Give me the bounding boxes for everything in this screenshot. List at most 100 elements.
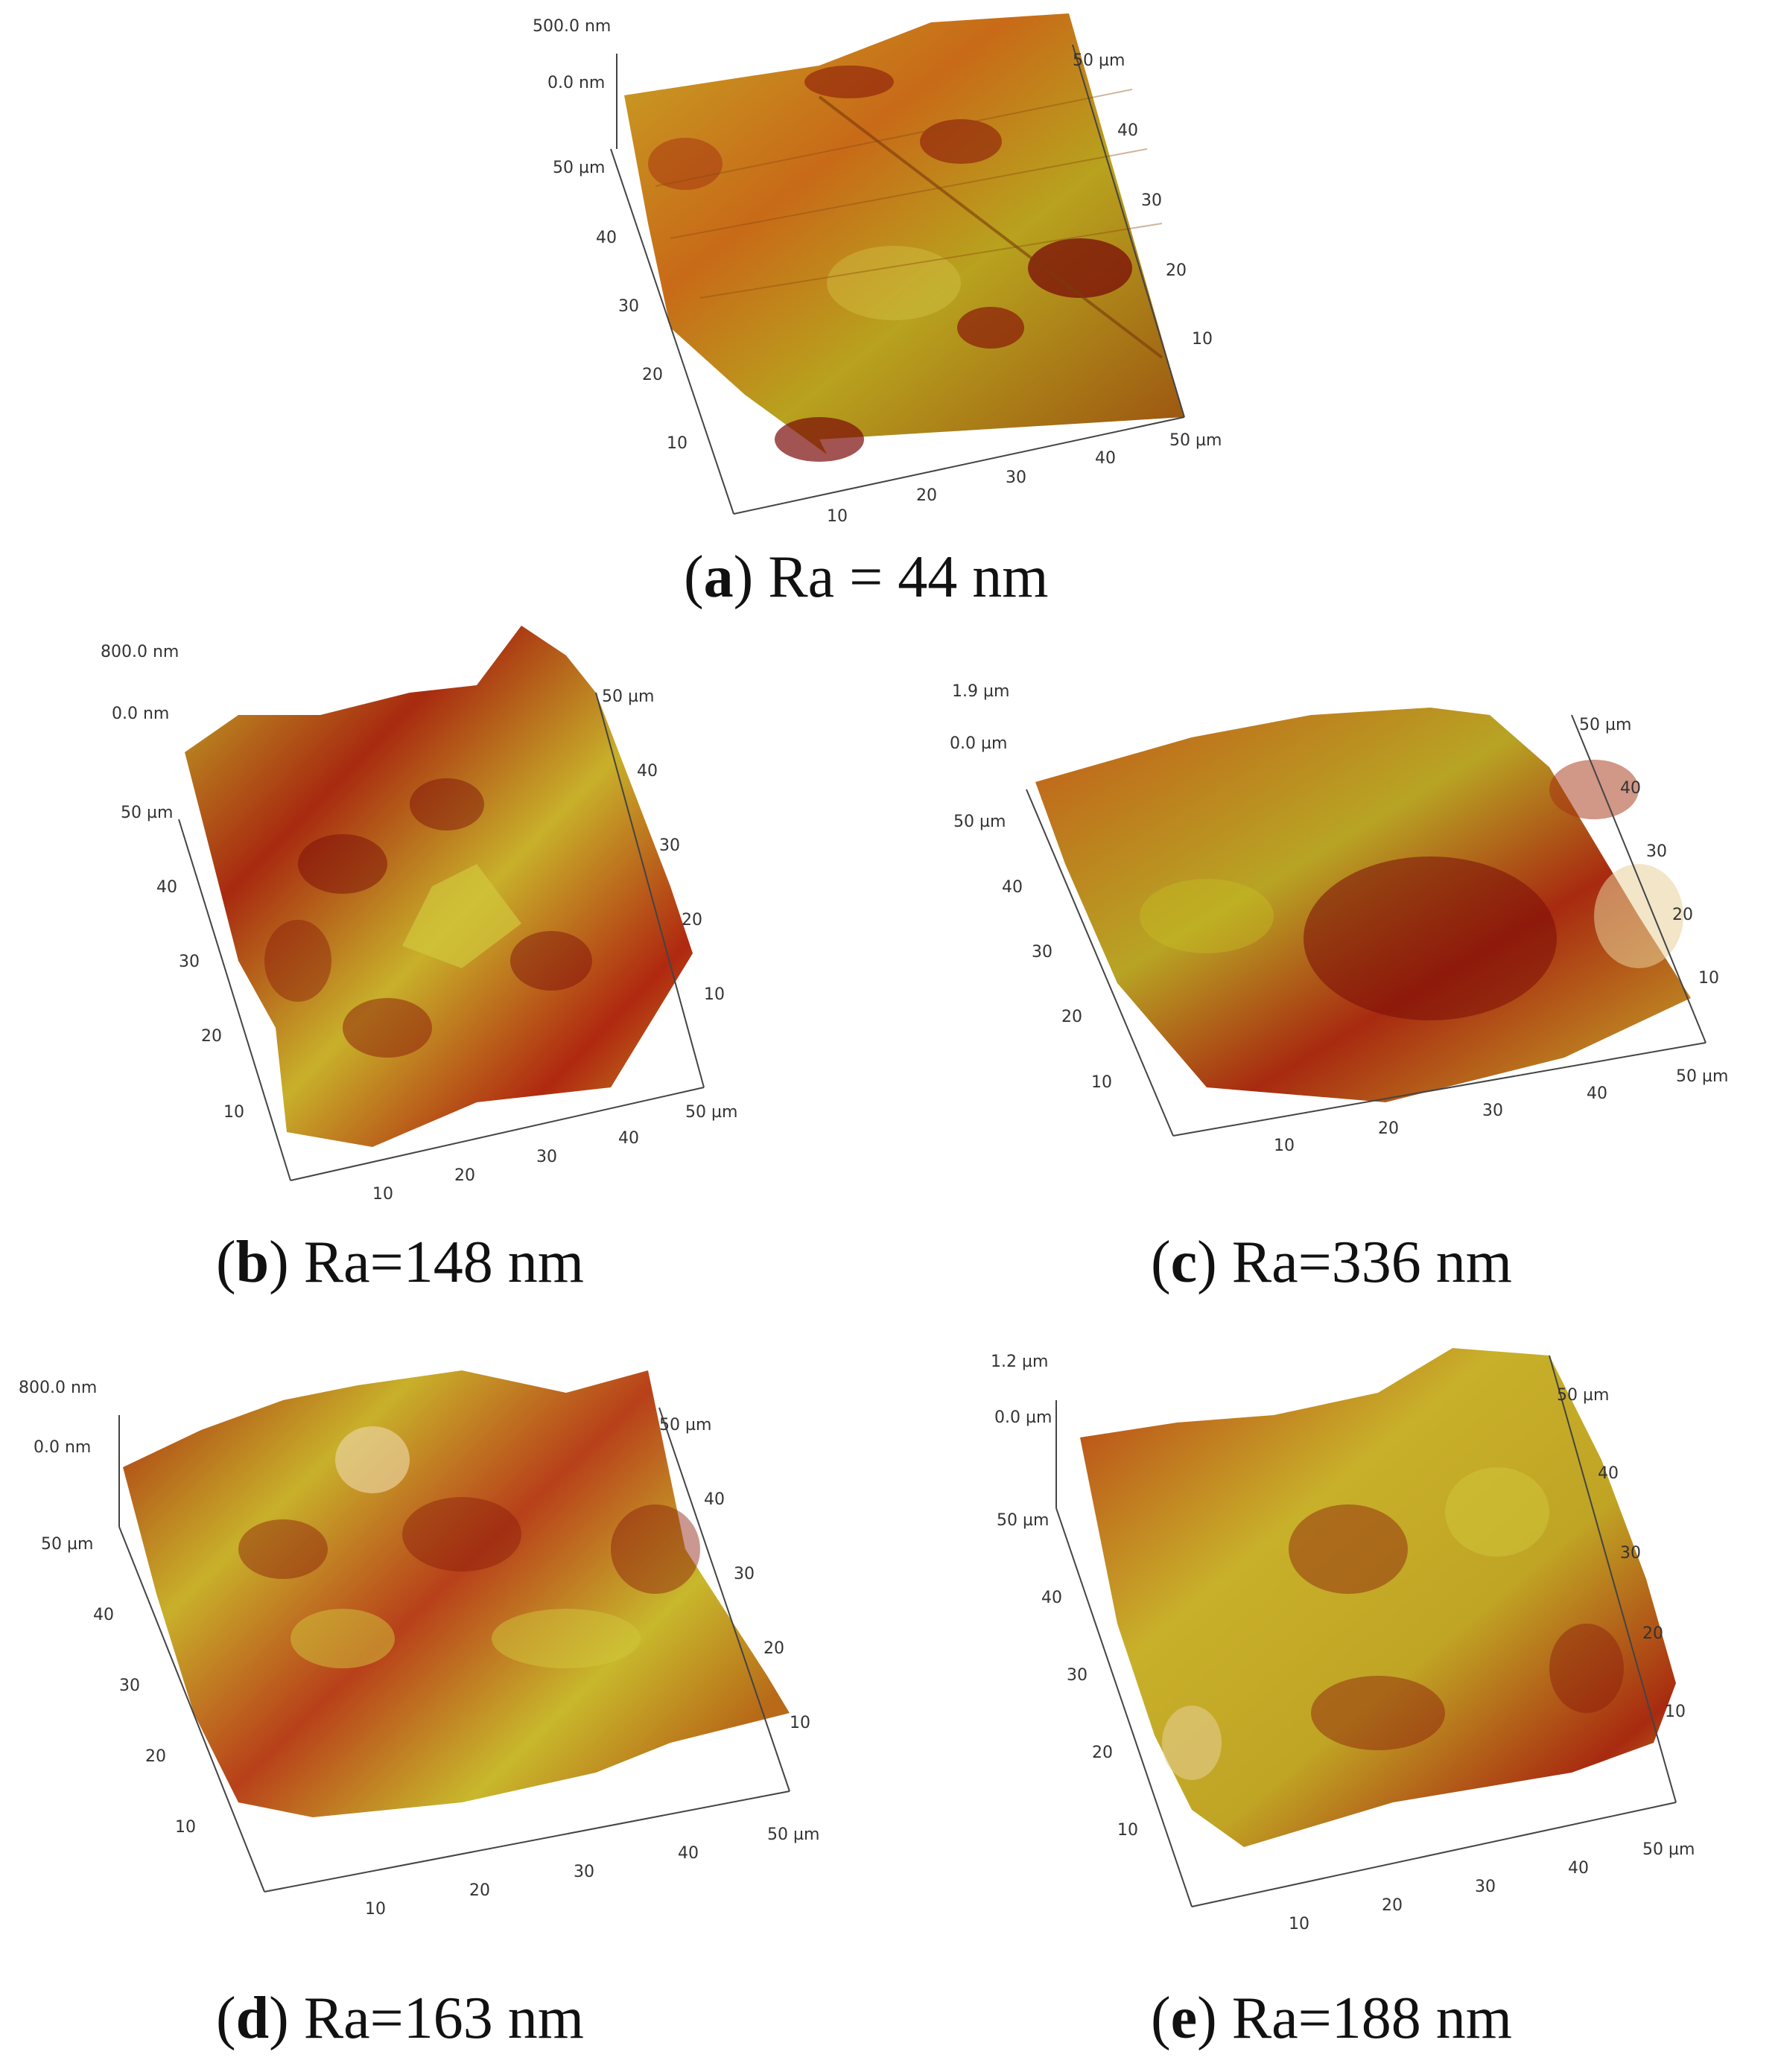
y-tick-e-40: 40 <box>1041 1589 1062 1607</box>
r-tick-b-40: 40 <box>637 762 658 781</box>
y-tick-b-50: 50 µm <box>121 804 173 822</box>
r-tick-a-10: 10 <box>1192 330 1213 349</box>
afm-panel-d: 800.0 nm 0.0 nm 50 µm 40 30 20 10 10 20 … <box>0 1326 857 1922</box>
x-tick-c-30: 30 <box>1482 1102 1503 1120</box>
axes-d <box>118 1407 790 1893</box>
x-tick-a-30: 30 <box>1006 468 1026 487</box>
x-tick-a-20: 20 <box>916 486 937 505</box>
x-tick-c-10: 10 <box>1274 1137 1295 1155</box>
y-tick-c-20: 20 <box>1061 1008 1082 1026</box>
caption-d: (d) Ra=163 nm <box>216 1986 584 2051</box>
afm-surface-plot-b: 800.0 nm 0.0 nm 50 µm 40 30 20 10 10 20 … <box>101 626 737 1204</box>
surface-d <box>123 1370 790 1817</box>
z-zero-label-d: 0.0 nm <box>34 1438 91 1457</box>
y-tick-b-30: 30 <box>179 953 200 971</box>
x-tick-b-10: 10 <box>372 1185 393 1204</box>
z-zero-label-a: 0.0 nm <box>547 74 605 92</box>
y-tick-c-40: 40 <box>1002 878 1023 897</box>
x-tick-d-10: 10 <box>365 1900 386 1919</box>
y-tick-e-10: 10 <box>1117 1821 1138 1840</box>
y-tick-d-40: 40 <box>93 1606 114 1624</box>
r-tick-d-20: 20 <box>763 1639 784 1658</box>
r-tick-b-10: 10 <box>704 985 725 1004</box>
z-top-label-a: 500.0 nm <box>533 17 611 36</box>
x-tick-d-50: 50 µm <box>767 1825 819 1844</box>
z-top-label-c: 1.9 µm <box>952 682 1009 701</box>
r-tick-d-50: 50 µm <box>659 1416 711 1434</box>
x-tick-e-10: 10 <box>1289 1915 1309 1933</box>
y-tick-d-20: 20 <box>145 1747 166 1766</box>
y-tick-d-30: 30 <box>119 1677 140 1695</box>
afm-panel-b: 800.0 nm 0.0 nm 50 µm 40 30 20 10 10 20 … <box>0 611 819 1207</box>
x-tick-b-40: 40 <box>618 1129 639 1148</box>
afm-surface-plot-d: 800.0 nm 0.0 nm 50 µm 40 30 20 10 10 20 … <box>19 1370 819 1919</box>
z-zero-label-b: 0.0 nm <box>112 705 169 723</box>
y-tick-e-30: 30 <box>1067 1666 1088 1685</box>
y-tick-b-10: 10 <box>223 1103 244 1122</box>
x-tick-c-20: 20 <box>1378 1119 1399 1138</box>
x-tick-a-40: 40 <box>1095 449 1116 468</box>
x-tick-d-20: 20 <box>469 1881 490 1900</box>
surface-a <box>624 13 1184 462</box>
r-tick-e-20: 20 <box>1642 1624 1663 1643</box>
r-tick-d-10: 10 <box>790 1714 810 1732</box>
y-tick-e-20: 20 <box>1092 1744 1113 1762</box>
x-tick-a-10: 10 <box>827 507 848 526</box>
y-tick-d-10: 10 <box>175 1818 196 1837</box>
r-tick-e-50: 50 µm <box>1557 1386 1609 1405</box>
x-tick-b-20: 20 <box>454 1166 475 1185</box>
y-tick-a-30: 30 <box>618 297 639 316</box>
surface-c <box>1035 708 1691 1102</box>
r-tick-a-30: 30 <box>1141 191 1162 210</box>
caption-a: (a) Ra = 44 nm <box>684 544 1049 610</box>
r-tick-e-40: 40 <box>1598 1464 1619 1483</box>
surface-e <box>1080 1348 1676 1847</box>
afm-panel-c: 1.9 µm 0.0 µm 50 µm 40 30 20 10 10 20 30… <box>894 670 1750 1207</box>
x-tick-c-50: 50 µm <box>1676 1067 1728 1086</box>
z-zero-label-e: 0.0 µm <box>994 1408 1052 1427</box>
x-tick-d-30: 30 <box>574 1863 594 1881</box>
x-tick-b-30: 30 <box>536 1148 557 1166</box>
r-tick-c-30: 30 <box>1646 842 1667 861</box>
axes-e <box>1055 1355 1677 1907</box>
x-tick-c-40: 40 <box>1587 1084 1607 1103</box>
y-tick-d-50: 50 µm <box>41 1535 93 1554</box>
r-tick-c-10: 10 <box>1698 969 1719 988</box>
x-tick-e-20: 20 <box>1382 1896 1403 1915</box>
z-zero-label-c: 0.0 µm <box>950 734 1007 753</box>
z-top-label-e: 1.2 µm <box>991 1353 1048 1371</box>
r-tick-a-50: 50 µm <box>1073 51 1125 70</box>
axes-a <box>610 44 1185 515</box>
afm-surface-plot-a: 500.0 nm 0.0 nm 50 µm 40 30 20 10 10 20 … <box>533 13 1222 526</box>
caption-e: (e) Ra=188 nm <box>1151 1986 1513 2051</box>
y-tick-b-40: 40 <box>156 878 177 897</box>
x-tick-e-50: 50 µm <box>1642 1840 1695 1859</box>
y-tick-c-30: 30 <box>1032 943 1052 962</box>
r-tick-d-40: 40 <box>704 1490 725 1509</box>
afm-surface-plot-e: 1.2 µm 0.0 µm 50 µm 40 30 20 10 10 20 30… <box>991 1348 1695 1933</box>
y-tick-c-10: 10 <box>1091 1073 1112 1092</box>
r-tick-b-20: 20 <box>682 911 702 929</box>
caption-c: (c) Ra=336 nm <box>1151 1230 1513 1295</box>
r-tick-a-20: 20 <box>1166 261 1187 280</box>
z-top-label-b: 800.0 nm <box>101 643 179 661</box>
surface-b <box>185 626 693 1147</box>
r-tick-b-30: 30 <box>659 836 680 855</box>
afm-panel-e: 1.2 µm 0.0 µm 50 µm 40 30 20 10 10 20 30… <box>931 1326 1750 1936</box>
x-tick-e-30: 30 <box>1475 1878 1496 1896</box>
x-tick-b-50: 50 µm <box>685 1103 737 1122</box>
y-tick-a-10: 10 <box>667 434 688 453</box>
axes-b <box>178 692 705 1181</box>
r-tick-c-20: 20 <box>1672 906 1693 924</box>
r-tick-c-40: 40 <box>1620 779 1641 798</box>
y-tick-a-20: 20 <box>642 366 663 384</box>
r-tick-e-10: 10 <box>1665 1703 1686 1721</box>
axes-c <box>1026 714 1706 1137</box>
y-tick-e-50: 50 µm <box>997 1511 1049 1530</box>
x-tick-d-40: 40 <box>678 1844 699 1863</box>
x-tick-a-50: 50 µm <box>1169 431 1222 450</box>
y-tick-b-20: 20 <box>201 1027 222 1046</box>
r-tick-b-50: 50 µm <box>602 687 654 706</box>
r-tick-d-30: 30 <box>734 1565 755 1583</box>
y-tick-c-50: 50 µm <box>953 813 1006 831</box>
